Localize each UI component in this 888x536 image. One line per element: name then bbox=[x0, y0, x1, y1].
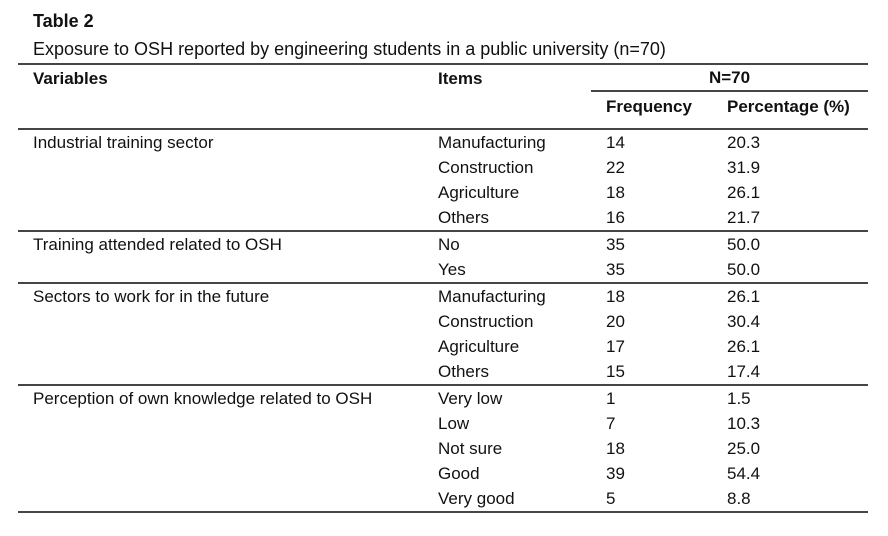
table-row: Very good 5 8.8 bbox=[18, 486, 868, 511]
percentage-cell: 26.1 bbox=[727, 336, 761, 356]
table-row: Agriculture 18 26.1 bbox=[18, 180, 868, 205]
item-cell: No bbox=[438, 234, 460, 254]
frequency-cell: 39 bbox=[606, 463, 625, 483]
data-table: Variables Items N=70 Frequency Percentag… bbox=[18, 63, 868, 513]
percentage-cell: 10.3 bbox=[727, 413, 761, 433]
frequency-cell: 1 bbox=[606, 388, 616, 408]
table-group-knowledge-perception: Perception of own knowledge related to O… bbox=[18, 384, 868, 511]
variable-cell bbox=[18, 486, 423, 511]
variable-cell bbox=[18, 180, 423, 205]
variable-cell bbox=[18, 334, 423, 359]
percentage-cell: 26.1 bbox=[727, 286, 761, 306]
variable-cell: Training attended related to OSH bbox=[33, 234, 282, 254]
percentage-cell: 50.0 bbox=[727, 234, 761, 254]
table-row: Construction 22 31.9 bbox=[18, 155, 868, 180]
variable-cell bbox=[18, 359, 423, 384]
table-row: Sectors to work for in the future Manufa… bbox=[18, 284, 868, 309]
variable-cell bbox=[18, 436, 423, 461]
table-header-row-1: Variables Items N=70 bbox=[18, 65, 868, 92]
item-cell: Manufacturing bbox=[438, 286, 546, 306]
variable-cell bbox=[18, 155, 423, 180]
frequency-cell: 14 bbox=[606, 132, 625, 152]
frequency-cell: 18 bbox=[606, 182, 625, 202]
percentage-cell: 20.3 bbox=[727, 132, 761, 152]
table-row: Construction 20 30.4 bbox=[18, 309, 868, 334]
frequency-cell: 18 bbox=[606, 286, 625, 306]
table-row: Others 16 21.7 bbox=[18, 205, 868, 230]
frequency-cell: 20 bbox=[606, 311, 625, 331]
frequency-cell: 35 bbox=[606, 259, 625, 279]
table-row: Agriculture 17 26.1 bbox=[18, 334, 868, 359]
item-cell: Yes bbox=[438, 259, 466, 279]
spacer-cell bbox=[18, 92, 423, 128]
percentage-cell: 8.8 bbox=[727, 488, 751, 508]
frequency-cell: 7 bbox=[606, 413, 616, 433]
variable-cell bbox=[18, 309, 423, 334]
item-cell: Not sure bbox=[438, 438, 503, 458]
frequency-cell: 16 bbox=[606, 207, 625, 227]
item-cell: Others bbox=[438, 361, 490, 381]
col-header-percentage: Percentage (%) bbox=[727, 97, 850, 116]
col-header-items: Items bbox=[438, 68, 483, 88]
table-group-future-sectors: Sectors to work for in the future Manufa… bbox=[18, 282, 868, 384]
spacer-cell bbox=[423, 92, 591, 128]
percentage-cell: 31.9 bbox=[727, 157, 761, 177]
variable-cell: Industrial training sector bbox=[33, 132, 214, 152]
frequency-cell: 22 bbox=[606, 157, 625, 177]
table-row: Not sure 18 25.0 bbox=[18, 436, 868, 461]
table-label: Table 2 bbox=[33, 11, 94, 31]
percentage-cell: 17.4 bbox=[727, 361, 761, 381]
percentage-cell: 1.5 bbox=[727, 388, 751, 408]
percentage-cell: 54.4 bbox=[727, 463, 761, 483]
table-row: Industrial training sector Manufacturing… bbox=[18, 130, 868, 155]
col-header-variables: Variables bbox=[33, 68, 108, 88]
item-cell: Low bbox=[438, 413, 470, 433]
item-cell: Agriculture bbox=[438, 182, 520, 202]
frequency-cell: 17 bbox=[606, 336, 625, 356]
item-cell: Manufacturing bbox=[438, 132, 546, 152]
item-cell: Others bbox=[438, 207, 490, 227]
percentage-cell: 21.7 bbox=[727, 207, 761, 227]
item-cell: Very good bbox=[438, 488, 515, 508]
frequency-cell: 18 bbox=[606, 438, 625, 458]
percentage-cell: 25.0 bbox=[727, 438, 761, 458]
table-row: Others 15 17.4 bbox=[18, 359, 868, 384]
table-caption: Exposure to OSH reported by engineering … bbox=[33, 39, 666, 59]
item-cell: Construction bbox=[438, 157, 534, 177]
table-row: Good 39 54.4 bbox=[18, 461, 868, 486]
variable-cell bbox=[18, 205, 423, 230]
variable-cell bbox=[18, 257, 423, 282]
table-row: Training attended related to OSH No 35 5… bbox=[18, 232, 868, 257]
percentage-cell: 26.1 bbox=[727, 182, 761, 202]
item-cell: Construction bbox=[438, 311, 534, 331]
table-header-row-2: Frequency Percentage (%) bbox=[18, 92, 868, 128]
variable-cell bbox=[18, 411, 423, 436]
frequency-cell: 5 bbox=[606, 488, 616, 508]
item-cell: Good bbox=[438, 463, 480, 483]
table-group-training-attended: Training attended related to OSH No 35 5… bbox=[18, 230, 868, 282]
variable-cell: Sectors to work for in the future bbox=[33, 286, 270, 306]
frequency-cell: 35 bbox=[606, 234, 625, 254]
percentage-cell: 30.4 bbox=[727, 311, 761, 331]
col-header-frequency: Frequency bbox=[606, 97, 692, 116]
table-row: Yes 35 50.0 bbox=[18, 257, 868, 282]
item-cell: Very low bbox=[438, 388, 503, 408]
col-header-n-group: N=70 bbox=[591, 65, 868, 92]
table-group-industrial-training-sector: Industrial training sector Manufacturing… bbox=[18, 128, 868, 230]
percentage-cell: 50.0 bbox=[727, 259, 761, 279]
table-row: Perception of own knowledge related to O… bbox=[18, 386, 868, 411]
item-cell: Agriculture bbox=[438, 336, 520, 356]
variable-cell: Perception of own knowledge related to O… bbox=[33, 388, 373, 408]
variable-cell bbox=[18, 461, 423, 486]
frequency-cell: 15 bbox=[606, 361, 625, 381]
table-row: Low 7 10.3 bbox=[18, 411, 868, 436]
